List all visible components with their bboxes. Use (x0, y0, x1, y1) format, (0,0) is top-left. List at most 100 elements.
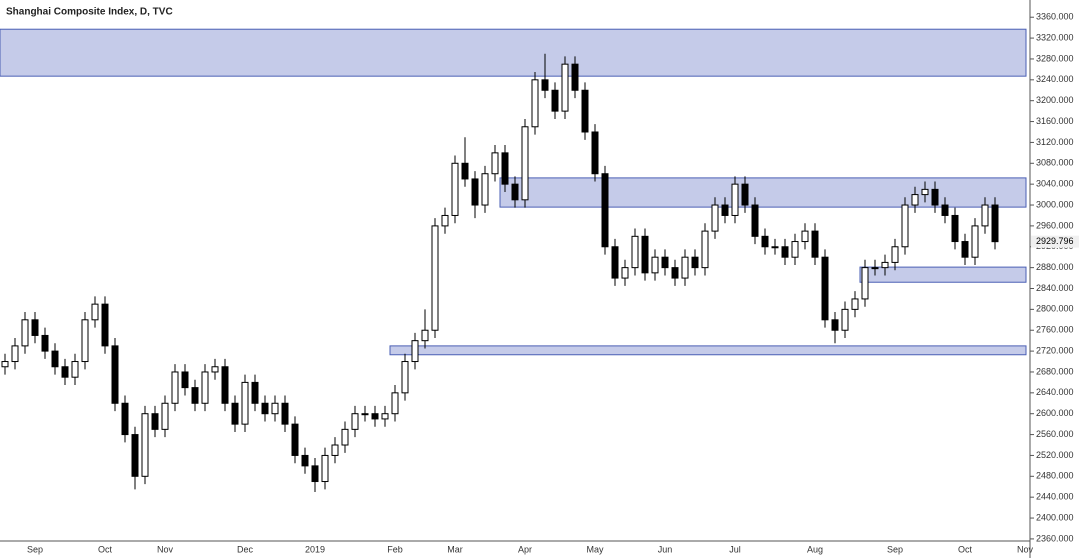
y-tick-label: 2400.000 (1036, 512, 1074, 522)
y-tick-label: 3160.000 (1036, 116, 1074, 126)
y-tick-label: 2440.000 (1036, 492, 1074, 502)
candle-body (621, 267, 629, 279)
candle-body (501, 152, 509, 185)
chart-title: Shanghai Composite Index, D, TVC (6, 7, 173, 18)
candle-body (91, 303, 99, 321)
candle-body (331, 444, 339, 456)
y-tick-label: 2760.000 (1036, 325, 1074, 335)
candle-body (341, 428, 349, 446)
y-tick-label: 2560.000 (1036, 429, 1074, 439)
candle-body (981, 204, 989, 227)
candle-body (141, 413, 149, 477)
candle-body (451, 162, 459, 216)
x-tick-label: Oct (98, 544, 113, 554)
candle-body (311, 465, 319, 483)
candle-body (861, 267, 869, 300)
candle-body (371, 413, 379, 420)
x-tick-label: Jul (729, 544, 741, 554)
candle-body (231, 402, 239, 425)
candle-body (941, 204, 949, 216)
candle-body (171, 371, 179, 404)
candle-body (111, 345, 119, 404)
candle-body (31, 319, 39, 336)
candle-body (591, 131, 599, 175)
candle-body (921, 188, 929, 196)
x-tick-label: Sep (887, 544, 903, 554)
candle-body (261, 402, 269, 415)
candle-body (731, 183, 739, 216)
x-tick-label: 2019 (305, 544, 325, 554)
candle-body (441, 214, 449, 227)
candle-body (221, 366, 229, 404)
y-tick-label: 2840.000 (1036, 283, 1074, 293)
candle-body (71, 361, 79, 378)
candle-body (911, 194, 919, 206)
candle-body (11, 345, 19, 363)
candle-body (611, 246, 619, 279)
candle-body (661, 256, 669, 269)
candle-body (701, 230, 709, 269)
candle-body (601, 173, 609, 248)
candle-body (81, 319, 89, 363)
candle-body (571, 63, 579, 91)
y-tick-label: 3120.000 (1036, 137, 1074, 147)
candle-body (931, 188, 939, 206)
candle-body (781, 246, 789, 258)
candle-body (421, 329, 429, 342)
candle-body (721, 204, 729, 216)
x-tick-label: Jun (658, 544, 673, 554)
x-tick-label: Mar (447, 544, 463, 554)
y-tick-label: 3000.000 (1036, 199, 1074, 209)
candle-body (651, 256, 659, 274)
candle-body (581, 89, 589, 133)
candle-body (161, 402, 169, 430)
candle-body (761, 235, 769, 248)
zone (0, 28, 1027, 77)
candle-body (791, 241, 799, 258)
y-tick-label: 2520.000 (1036, 450, 1074, 460)
candle-body (511, 183, 519, 201)
candle-body (971, 225, 979, 258)
candle-body (891, 246, 899, 263)
candle-body (671, 267, 679, 279)
candle-body (241, 381, 249, 425)
candle-body (521, 126, 529, 201)
zone (859, 266, 1027, 283)
candle-body (841, 308, 849, 331)
candle-body (991, 204, 999, 243)
x-tick-label: Dec (237, 544, 254, 554)
x-tick-label: Oct (958, 544, 973, 554)
candle-body (411, 340, 419, 363)
candle-body (641, 235, 649, 274)
candle-body (961, 241, 969, 258)
candle-body (691, 256, 699, 269)
x-tick-label: Sep (27, 544, 43, 554)
x-tick-label: Apr (518, 544, 532, 554)
candle-body (291, 423, 299, 456)
candle-body (491, 152, 499, 175)
candle-body (381, 413, 389, 420)
candle-body (251, 381, 259, 404)
candle-body (211, 366, 219, 373)
zone (499, 177, 1027, 208)
y-tick-label: 3280.000 (1036, 53, 1074, 63)
candle-body (401, 361, 409, 394)
candle-body (181, 371, 189, 389)
candle-body (901, 204, 909, 248)
candle-body (101, 303, 109, 347)
candle-body (121, 402, 129, 436)
candle-body (321, 454, 329, 483)
price-label: 2929.796 (1036, 236, 1074, 246)
y-tick-label: 2360.000 (1036, 533, 1074, 543)
zone (389, 345, 1027, 356)
candle-body (881, 261, 889, 269)
y-tick-label: 2880.000 (1036, 262, 1074, 272)
candle-body (951, 214, 959, 243)
candles (1, 53, 999, 492)
candle-body (201, 371, 209, 404)
candle-body (531, 79, 539, 128)
candle-body (811, 230, 819, 258)
candle-body (711, 204, 719, 232)
y-tick-label: 2640.000 (1036, 387, 1074, 397)
